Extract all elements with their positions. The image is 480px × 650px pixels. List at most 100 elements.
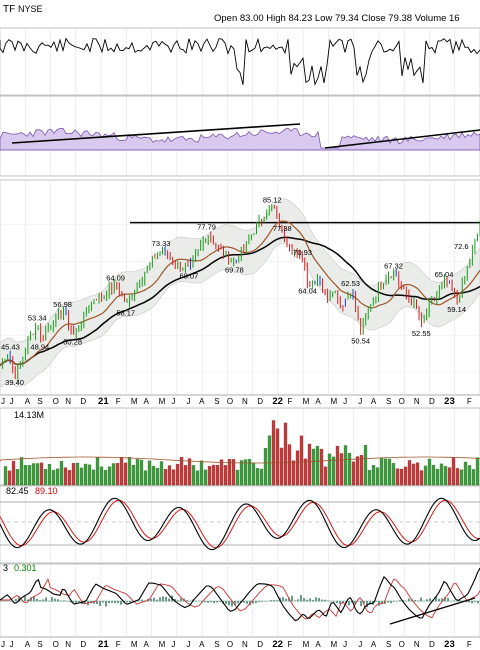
volume-bar <box>87 464 92 486</box>
volume-bar <box>111 463 116 486</box>
price-annotation: 53.34 <box>28 313 47 322</box>
macd-histogram-bar <box>474 601 476 603</box>
macd-histogram-bar <box>30 597 32 602</box>
time-axis-tick-label: S <box>386 640 391 649</box>
time-axis-lower: J J A S O N D 21 F M A M J J A S O N D 22 F M A M J J A S O N D 23 F <box>0 636 480 650</box>
macd-histogram-bar <box>45 597 47 602</box>
volume-bar <box>243 459 248 486</box>
time-axis-tick-label: M <box>330 640 337 649</box>
time-axis-tick-label: O <box>399 397 405 406</box>
time-axis-tick-label: J <box>10 640 14 649</box>
volume-bar <box>127 457 132 486</box>
macd-histogram-bar <box>57 599 59 602</box>
time-axis-tick-label: A <box>144 640 150 649</box>
volume-bar <box>255 468 260 486</box>
time-axis-tick-label: D <box>80 397 86 406</box>
price-annotation: 77.38 <box>273 224 292 233</box>
time-axis-tick-label: O <box>227 397 233 406</box>
time-axis-tick-label: M <box>131 640 138 649</box>
macd-histogram-bar <box>225 601 227 604</box>
volume-bar <box>15 468 20 486</box>
stoch-k-label: 82.45 <box>6 486 29 496</box>
macd-histogram-bar <box>120 601 122 605</box>
price-annotation: 50.54 <box>351 337 370 346</box>
volume-bar <box>399 468 404 486</box>
macd-histogram-bar <box>33 596 35 602</box>
macd-histogram-bar <box>324 599 326 602</box>
volume-bar <box>347 453 352 486</box>
rsi-trendline <box>11 123 301 144</box>
macd-histogram-bar <box>300 595 302 602</box>
time-axis-tick-label: F <box>288 397 293 406</box>
price-annotation: 59.14 <box>447 305 466 314</box>
volume-bar <box>207 465 212 486</box>
macd-histogram-bar <box>114 601 116 604</box>
time-axis-tick-label: D <box>429 640 435 649</box>
macd-histogram-bar <box>99 601 101 606</box>
macd-histogram-bar <box>468 601 470 603</box>
volume-bar <box>27 465 32 486</box>
time-axis-tick-label: 21 <box>98 639 109 650</box>
volume-bar <box>283 422 288 486</box>
volume-bar <box>423 465 428 486</box>
macd-histogram-bar <box>321 599 323 602</box>
top-indicator-line <box>0 37 480 86</box>
volume-bar <box>175 463 180 486</box>
time-axis-tick-label: J <box>186 397 190 406</box>
volume-bar <box>47 463 52 486</box>
time-axis-tick-label: 22 <box>272 639 283 650</box>
volume-bar <box>239 460 244 486</box>
volume-bar <box>187 458 192 486</box>
macd-histogram-bar <box>465 601 467 603</box>
time-axis-tick-label: 22 <box>272 396 283 407</box>
price-annotation: 64.04 <box>298 287 317 296</box>
macd-histogram-bar <box>246 601 248 604</box>
volume-bar <box>343 445 348 486</box>
price-annotation: 45.43 <box>1 343 20 352</box>
time-axis-tick-label: O <box>53 397 59 406</box>
volume-bar <box>151 465 156 486</box>
volume-bar <box>455 468 460 486</box>
macd-histogram-bar <box>111 601 113 603</box>
price-annotation: 85.12 <box>263 196 282 205</box>
macd-histogram-bar <box>438 599 440 602</box>
ohlc-readout: Open 83.00 High 84.23 Low 79.34 Close 79… <box>214 13 460 24</box>
macd-histogram-bar <box>180 598 182 602</box>
macd-histogram-bar <box>204 601 206 603</box>
time-axis-tick-label: J <box>358 640 362 649</box>
volume-bar <box>435 468 440 486</box>
time-axis-tick-label: M <box>159 640 166 649</box>
price-annotation: 73.33 <box>152 239 171 248</box>
time-axis-tick-label: A <box>371 397 377 406</box>
macd-histogram-bar <box>369 601 371 605</box>
macd-histogram-bar <box>42 599 44 602</box>
macd-histogram-bar <box>261 601 263 602</box>
volume-bar <box>467 465 472 486</box>
volume-bar <box>91 469 96 486</box>
time-axis-tick-label: D <box>257 640 263 649</box>
volume-bar <box>447 467 452 486</box>
macd-histogram-bar <box>153 597 155 602</box>
macd-histogram-bar <box>174 599 176 602</box>
volume-bar <box>419 470 424 486</box>
stoch-d-label: 89.10 <box>35 486 58 496</box>
price-annotation: 58.17 <box>116 308 135 317</box>
macd-histogram-bar <box>255 601 257 604</box>
macd-histogram-bar <box>24 595 26 602</box>
volume-bar <box>39 462 44 486</box>
macd-histogram-bar <box>363 601 365 604</box>
volume-bar <box>79 467 84 486</box>
volume-bar <box>459 469 464 486</box>
macd-histogram-bar <box>234 601 236 606</box>
time-axis-tick-label: A <box>315 640 321 649</box>
macd-histogram-bar <box>78 601 80 603</box>
macd-histogram-bar <box>384 601 386 604</box>
macd-histogram-bar <box>96 601 98 605</box>
volume-bar <box>155 467 160 486</box>
volume-bar <box>167 465 172 486</box>
volume-bar <box>131 464 136 486</box>
time-axis-tick-label: F <box>467 397 472 406</box>
volume-bar <box>351 461 356 486</box>
volume-bar <box>35 463 40 486</box>
